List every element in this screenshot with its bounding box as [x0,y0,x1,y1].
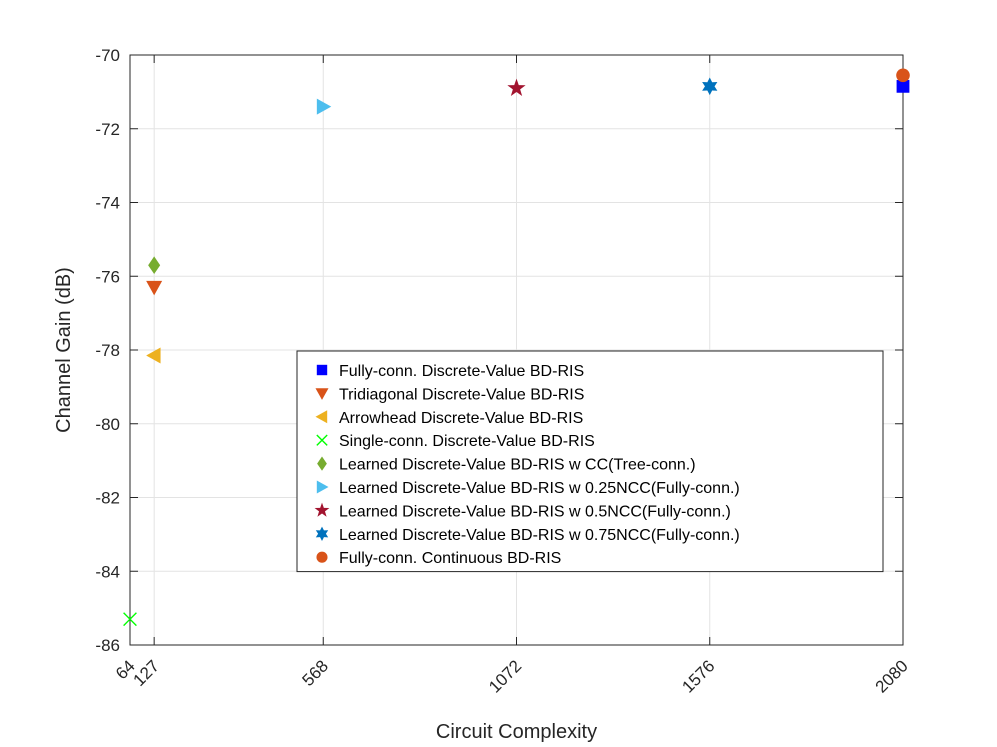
legend-marker-triangle-down [315,388,329,400]
y-tick-label: -78 [95,341,120,360]
legend-marker-hexagram [315,526,329,541]
y-axis-label: Channel Gain (dB) [53,267,75,433]
legend-label: Fully-conn. Discrete-Value BD-RIS [339,363,584,380]
legend-marker-square [316,364,328,376]
data-markers [123,68,910,627]
legend-marker-pentagram [314,502,330,517]
data-point-circle [896,68,910,83]
data-point-x [123,612,137,627]
data-point-triangle-down [146,280,163,296]
y-tick-label: -84 [95,562,120,581]
legend-marker-circle [316,551,328,563]
legend-marker-diamond [317,456,327,471]
legend-label: Single-conn. Discrete-Value BD-RIS [339,433,595,450]
legend-label: Tridiagonal Discrete-Value BD-RIS [339,386,584,403]
legend-marker-x [316,434,328,446]
legend-marker-triangle-left [315,410,328,424]
legend-label: Fully-conn. Continuous BD-RIS [339,550,561,567]
data-point-triangle-right [316,98,332,115]
y-tick-label: -72 [95,120,120,139]
x-axis-label: Circuit Complexity [436,721,597,743]
y-tick-label: -70 [95,46,120,65]
legend-label: Learned Discrete-Value BD-RIS w 0.5NCC(F… [339,503,731,520]
y-tick-label: -80 [95,415,120,434]
legend: Fully-conn. Discrete-Value BD-RIS Tridiag… [296,350,884,573]
legend-label: Learned Discrete-Value BD-RIS w CC(Tree-… [339,457,696,474]
y-tick-label: -86 [95,636,120,655]
data-point-diamond [148,256,161,274]
data-point-square [896,79,910,93]
data-point-hexagram [702,77,718,96]
legend-label: Arrowhead Discrete-Value BD-RIS [339,410,583,427]
data-point-pentagram [507,78,526,96]
legend-marker-triangle-right [316,480,329,494]
data-point-triangle-left [146,347,161,364]
legend-label: Learned Discrete-Value BD-RIS w 0.75NCC(… [339,527,740,544]
y-tick-label: -74 [95,194,120,213]
y-tick-label: -76 [95,267,120,286]
y-tick-label: -82 [95,489,120,508]
legend-box [296,350,884,573]
legend-label: Learned Discrete-Value BD-RIS w 0.25NCC(… [339,480,740,497]
